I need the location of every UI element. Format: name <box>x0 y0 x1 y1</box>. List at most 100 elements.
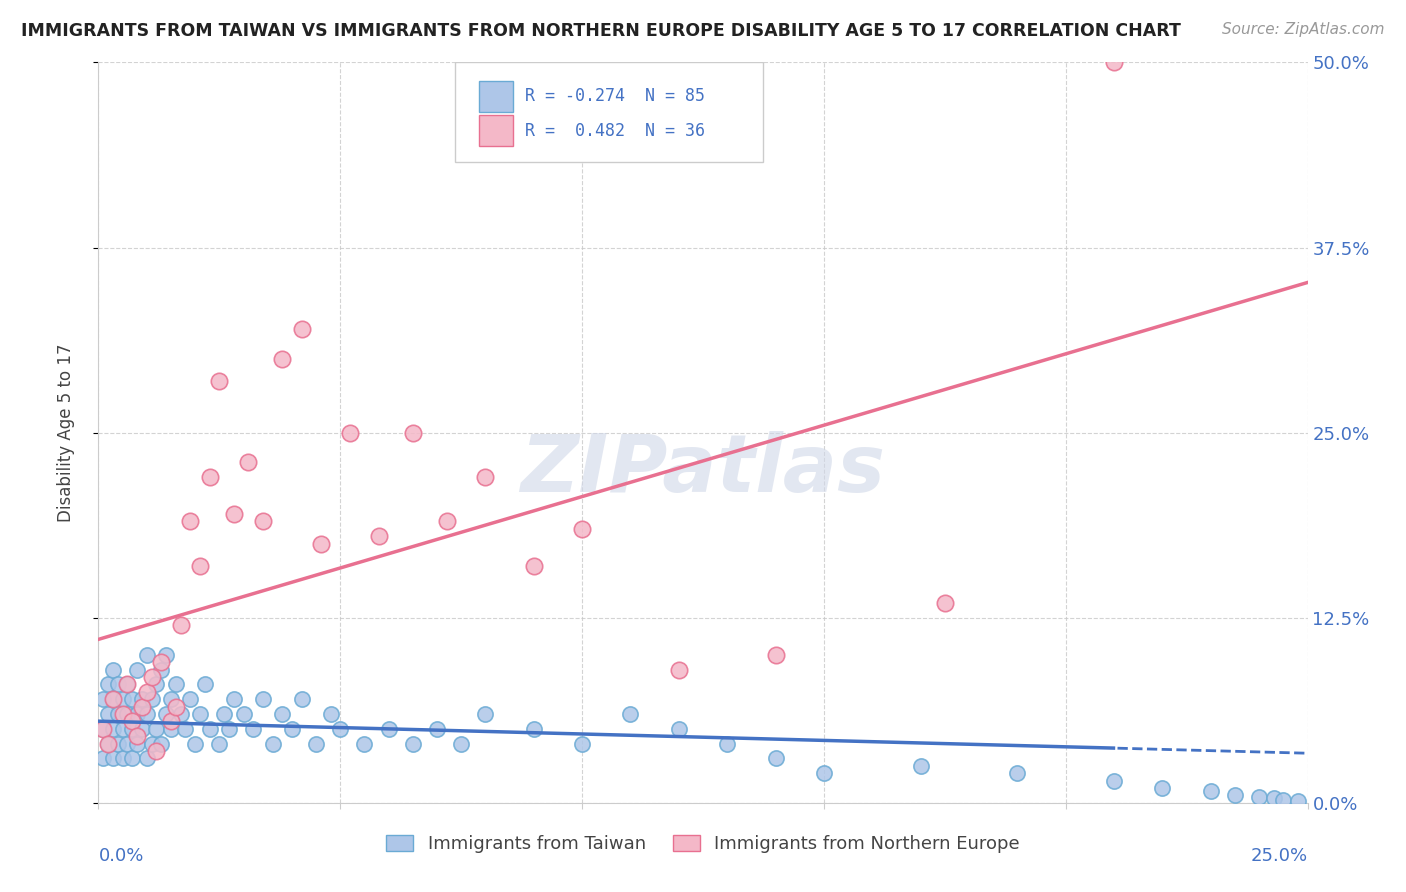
Point <box>107 737 129 751</box>
Point <box>1102 773 1125 788</box>
Point <box>97 737 120 751</box>
Text: Source: ZipAtlas.com: Source: ZipAtlas.com <box>1222 22 1385 37</box>
Point <box>208 737 231 751</box>
Point <box>165 699 187 714</box>
Point <box>117 677 139 691</box>
Point <box>523 722 546 736</box>
Point <box>127 729 149 743</box>
Point <box>1223 789 1246 803</box>
Text: R = -0.274  N = 85: R = -0.274 N = 85 <box>526 87 706 105</box>
Point <box>194 677 217 691</box>
Point <box>150 737 173 751</box>
Point <box>155 706 177 721</box>
Point <box>111 751 134 765</box>
Point <box>353 737 375 751</box>
Point <box>188 558 211 573</box>
Y-axis label: Disability Age 5 to 17: Disability Age 5 to 17 <box>56 343 75 522</box>
Point <box>121 692 143 706</box>
Point <box>141 737 163 751</box>
Point <box>474 470 496 484</box>
Point <box>121 751 143 765</box>
Point <box>222 507 245 521</box>
Point <box>117 677 139 691</box>
Point <box>474 706 496 721</box>
Point <box>271 706 294 721</box>
Text: ZIPatlas: ZIPatlas <box>520 431 886 508</box>
Point <box>150 663 173 677</box>
Point <box>208 374 231 388</box>
Point <box>1286 794 1309 808</box>
Point <box>101 692 124 706</box>
Point <box>198 470 221 484</box>
Point <box>402 737 425 751</box>
Point <box>290 692 312 706</box>
Point <box>218 722 240 736</box>
Point <box>111 706 134 721</box>
Point <box>426 722 449 736</box>
Point <box>765 751 787 765</box>
Point <box>1199 784 1222 798</box>
Point <box>319 706 342 721</box>
Point <box>160 714 183 729</box>
Point <box>339 425 361 440</box>
Point <box>101 663 124 677</box>
Point <box>101 722 124 736</box>
Point <box>290 322 312 336</box>
Point <box>174 722 197 736</box>
Point <box>198 722 221 736</box>
Point <box>377 722 399 736</box>
Point <box>169 706 191 721</box>
Point <box>934 596 956 610</box>
Point <box>97 677 120 691</box>
Point <box>668 663 690 677</box>
Point <box>716 737 738 751</box>
Point <box>179 515 201 529</box>
Point <box>1272 793 1295 807</box>
Point <box>1007 766 1029 780</box>
Point <box>450 737 472 751</box>
Point <box>127 706 149 721</box>
Point <box>145 722 167 736</box>
Point <box>813 766 835 780</box>
Point <box>212 706 235 721</box>
Point <box>101 751 124 765</box>
Point <box>222 692 245 706</box>
Point <box>117 737 139 751</box>
Text: 0.0%: 0.0% <box>98 847 143 865</box>
Point <box>135 648 157 662</box>
Point <box>97 737 120 751</box>
Point <box>150 655 173 669</box>
Point <box>91 722 114 736</box>
Point <box>910 758 932 772</box>
Point <box>91 692 114 706</box>
Point <box>117 706 139 721</box>
Point <box>523 558 546 573</box>
Point <box>131 699 153 714</box>
Point <box>184 737 207 751</box>
Point <box>135 751 157 765</box>
Point <box>107 677 129 691</box>
Point <box>127 663 149 677</box>
Point <box>165 677 187 691</box>
Point <box>121 714 143 729</box>
Point <box>107 706 129 721</box>
Text: IMMIGRANTS FROM TAIWAN VS IMMIGRANTS FROM NORTHERN EUROPE DISABILITY AGE 5 TO 17: IMMIGRANTS FROM TAIWAN VS IMMIGRANTS FRO… <box>21 22 1181 40</box>
Point <box>97 706 120 721</box>
Point <box>252 515 274 529</box>
Point <box>232 706 254 721</box>
Legend: Immigrants from Taiwan, Immigrants from Northern Europe: Immigrants from Taiwan, Immigrants from … <box>378 828 1028 861</box>
Point <box>1263 791 1285 805</box>
Point <box>131 722 153 736</box>
Point <box>1249 789 1271 804</box>
Point <box>262 737 284 751</box>
Point <box>1152 780 1174 795</box>
Point <box>281 722 304 736</box>
Point <box>271 351 294 366</box>
Point <box>329 722 352 736</box>
Point <box>111 722 134 736</box>
Point <box>131 692 153 706</box>
Point <box>91 722 114 736</box>
Point <box>145 744 167 758</box>
Point <box>155 648 177 662</box>
Point <box>160 692 183 706</box>
